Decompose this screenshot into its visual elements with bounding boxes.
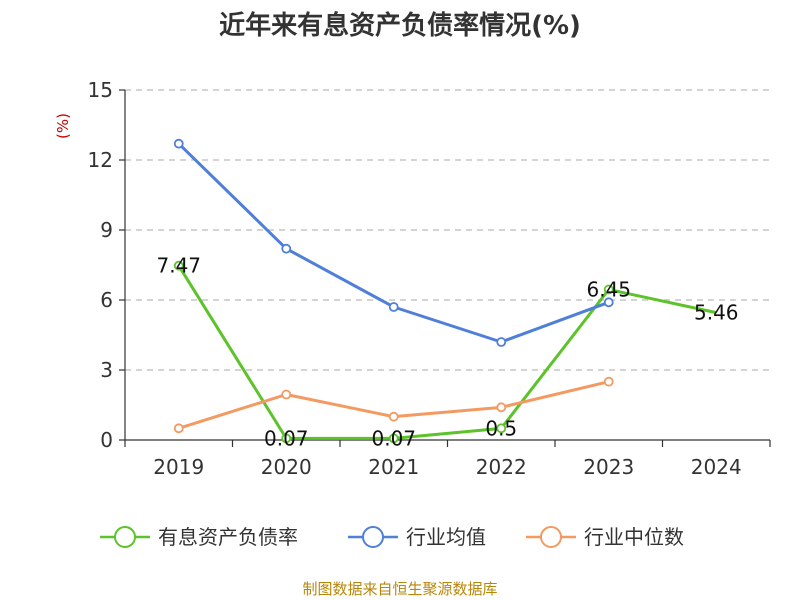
series-point-0 xyxy=(281,433,292,444)
axes: 0 3 6 9 12 15 2019 2020 2021 2022 2023 2024 xyxy=(88,78,771,479)
data-label: 7.47 xyxy=(156,254,201,278)
data-label: 0.07 xyxy=(264,426,309,450)
x-tick-label: 2022 xyxy=(476,455,527,479)
grid-lines xyxy=(125,89,770,371)
series-point-0 xyxy=(388,433,399,444)
y-tick-label: 15 xyxy=(88,78,113,102)
y-tick-label: 12 xyxy=(88,148,113,172)
data-label: 0.07 xyxy=(371,426,416,450)
series-point-1 xyxy=(173,138,184,149)
y-tick-label: 3 xyxy=(100,358,113,382)
data-label: 6.45 xyxy=(586,278,631,302)
legend-swatch-marker xyxy=(540,526,562,548)
data-labels: 7.47 0.07 0.07 0.5 6.45 5.46 xyxy=(156,254,738,451)
series-point-0 xyxy=(603,284,614,295)
y-tick-label: 9 xyxy=(100,218,113,242)
series-point-2 xyxy=(603,376,614,387)
series-point-1 xyxy=(281,243,292,254)
y-tick-label: 6 xyxy=(100,288,113,312)
y-axis-unit: (%) xyxy=(54,113,72,139)
y-tick-label: 0 xyxy=(100,428,113,452)
series-point-2 xyxy=(496,402,507,413)
legend-label: 行业中位数 xyxy=(584,525,684,549)
series-point-1 xyxy=(496,337,507,347)
chart-title: 近年来有息资产负债率情况(%) xyxy=(219,10,581,41)
legend-item-1[interactable]: 行业均值 xyxy=(348,525,486,549)
x-tick-label: 2021 xyxy=(368,455,419,479)
x-tick-label: 2019 xyxy=(153,455,204,479)
series-point-2 xyxy=(173,423,184,434)
x-tick-label: 2020 xyxy=(261,455,312,479)
legend-item-2[interactable]: 行业中位数 xyxy=(526,525,684,549)
data-label: 0.5 xyxy=(485,416,517,440)
legend-swatch-marker xyxy=(114,526,136,548)
legend[interactable]: 有息资产负债率 行业均值 行业中位数 xyxy=(100,525,684,549)
series-point-2 xyxy=(281,389,292,400)
x-tick-label: 2023 xyxy=(583,455,634,479)
legend-swatch-marker xyxy=(362,526,384,548)
x-tick-label: 2024 xyxy=(691,455,742,479)
series-point-0 xyxy=(496,423,507,434)
legend-label: 有息资产负债率 xyxy=(158,525,298,549)
series-point-1 xyxy=(603,297,614,308)
series-point-2 xyxy=(388,411,399,422)
legend-item-0[interactable]: 有息资产负债率 xyxy=(100,525,298,549)
data-label: 5.46 xyxy=(694,301,739,325)
legend-label: 行业均值 xyxy=(406,525,486,549)
source-note: 制图数据来自恒生聚源数据库 xyxy=(302,580,497,598)
series-point-0 xyxy=(173,260,184,271)
series-line-0 xyxy=(177,264,717,440)
series-layer xyxy=(173,138,717,444)
series-point-1 xyxy=(388,302,399,312)
series-line-1 xyxy=(177,142,610,344)
